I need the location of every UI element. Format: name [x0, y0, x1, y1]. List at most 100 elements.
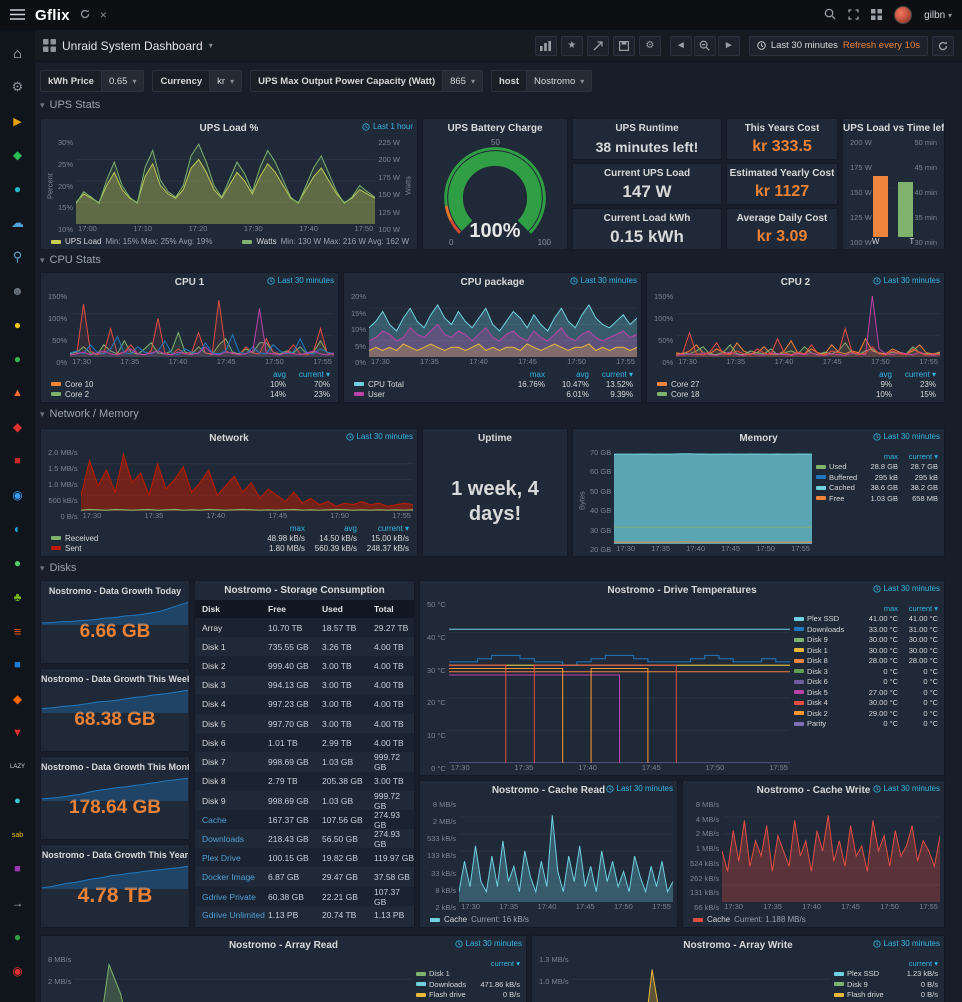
disk-name[interactable]: Disk 1: [202, 641, 226, 652]
panel-title[interactable]: Nostromo - Array Read: [228, 940, 339, 951]
legend-col[interactable]: current ▾: [908, 451, 938, 461]
legend-col[interactable]: current ▾: [377, 523, 409, 533]
time-range-link[interactable]: Last 30 minutes: [569, 276, 637, 285]
disk-name[interactable]: Array: [202, 622, 223, 633]
sidebar-service-icon[interactable]: ●: [0, 308, 35, 342]
disk-name[interactable]: Disk 7: [202, 757, 226, 768]
sidebar-service-icon[interactable]: ◉: [0, 478, 35, 512]
refresh-button[interactable]: [932, 35, 954, 56]
legend-col[interactable]: current ▾: [908, 603, 938, 613]
legend-series[interactable]: Disk 6: [794, 677, 858, 686]
variable-value[interactable]: kr ▾: [209, 70, 243, 92]
variable-dropdown[interactable]: UPS Max Output Power Capacity (Watt) 865…: [250, 70, 483, 92]
legend-series[interactable]: Buffered: [816, 473, 858, 482]
legend-series[interactable]: Disk 4: [794, 698, 858, 707]
disk-name[interactable]: Gdrive Unlimited: [202, 910, 265, 921]
panel-title[interactable]: Nostromo - Data Growth This Week: [41, 673, 189, 684]
legend-col[interactable]: avg: [576, 369, 589, 379]
legend-col[interactable]: current ▾: [298, 369, 330, 379]
tab-close-icon[interactable]: ×: [99, 8, 107, 22]
panel-title[interactable]: UPS Runtime: [615, 123, 679, 134]
app-title[interactable]: Gflix: [35, 6, 70, 24]
disk-name[interactable]: Disk 6: [202, 737, 226, 748]
legend-series[interactable]: Sent: [51, 544, 253, 553]
time-range-link[interactable]: Last 30 minutes: [872, 939, 940, 948]
legend-item[interactable]: Cache Current: 16 kB/s: [430, 915, 529, 924]
sidebar-service-icon[interactable]: ◆: [0, 682, 35, 716]
variable-value[interactable]: 865 ▾: [442, 70, 483, 92]
sidebar-service-icon[interactable]: ⚲: [0, 240, 35, 274]
row-header-network-memory[interactable]: ▾ Network / Memory: [40, 408, 139, 420]
panel-title[interactable]: This Years Cost: [744, 123, 820, 134]
chart-cache-write[interactable]: [721, 800, 941, 902]
legend-col[interactable]: current ▾: [490, 958, 520, 968]
panel-title[interactable]: CPU 2: [780, 277, 811, 288]
legend-series[interactable]: Flash drive: [416, 990, 472, 999]
sidebar-service-icon[interactable]: ●: [0, 342, 35, 376]
legend-col[interactable]: avg: [879, 369, 892, 379]
variable-dropdown[interactable]: host Nostromo ▾: [490, 70, 593, 92]
legend-series[interactable]: Core 2: [51, 390, 242, 399]
time-range-link[interactable]: Last 30 minutes: [266, 276, 334, 285]
sidebar-service-icon[interactable]: ♣: [0, 580, 35, 614]
legend-series[interactable]: Plex SSD: [834, 969, 890, 978]
row-header-disks[interactable]: ▾ Disks: [40, 562, 77, 574]
legend-series[interactable]: Downloads: [416, 980, 472, 989]
disk-name[interactable]: Docker Image: [202, 872, 255, 883]
legend-series[interactable]: Flash drive: [834, 990, 890, 999]
sidebar-service-icon[interactable]: sab: [0, 818, 35, 852]
legend-col[interactable]: max: [289, 523, 305, 533]
disk-name[interactable]: Disk 3: [202, 680, 226, 691]
time-range-link[interactable]: Last 30 minutes: [872, 276, 940, 285]
chart-cpu-2[interactable]: [676, 292, 941, 357]
legend-series[interactable]: CPU Total: [354, 380, 501, 389]
time-range-link[interactable]: Last 30 minutes: [872, 784, 940, 793]
chart-network[interactable]: [80, 448, 413, 511]
legend-series[interactable]: Disk 1: [416, 969, 472, 978]
disk-name[interactable]: Disk 9: [202, 795, 226, 806]
chart-cache-read[interactable]: [458, 800, 674, 902]
legend-series[interactable]: Disk 8: [794, 656, 858, 665]
legend-series[interactable]: Downloads: [794, 625, 858, 634]
panel-title[interactable]: Nostromo - Cache Read: [491, 785, 606, 796]
legend-series[interactable]: Core 18: [657, 390, 848, 399]
panel-title[interactable]: Average Daily Cost: [736, 213, 828, 224]
sidebar-service-icon[interactable]: ☁: [0, 206, 35, 240]
disk-name[interactable]: Disk 8: [202, 776, 226, 787]
panel-title[interactable]: UPS Battery Charge: [447, 123, 543, 134]
sidebar-service-icon[interactable]: ◐: [0, 512, 35, 546]
sidebar-service-icon[interactable]: LAZY: [0, 750, 35, 784]
dashboard-title[interactable]: Unraid System Dashboard ▾: [43, 39, 213, 53]
variable-value[interactable]: Nostromo ▾: [526, 70, 593, 92]
table-column-header[interactable]: Disk: [202, 604, 220, 614]
panel-title[interactable]: CPU 1: [174, 277, 205, 288]
chart-cpu-1[interactable]: [70, 292, 335, 357]
sidebar-service-icon[interactable]: ■: [0, 648, 35, 682]
time-range-link[interactable]: Last 1 hour: [362, 122, 413, 131]
panel-title[interactable]: Nostromo - Storage Consumption: [224, 585, 385, 596]
legend-series[interactable]: Disk 5: [794, 688, 858, 697]
panel-title[interactable]: Nostromo - Data Growth Today: [48, 585, 182, 596]
sidebar-service-icon[interactable]: ●: [0, 920, 35, 954]
legend-col[interactable]: current ▾: [601, 369, 633, 379]
legend-series[interactable]: Disk 9: [834, 980, 890, 989]
add-panel-button[interactable]: [534, 35, 557, 56]
apps-grid-icon[interactable]: [871, 8, 883, 22]
sidebar-service-icon[interactable]: ☻: [0, 274, 35, 308]
chart-array-read[interactable]: [74, 955, 413, 1002]
legend-item[interactable]: Watts Min: 130 W Max: 216 W Avg: 162 W: [242, 237, 409, 246]
username[interactable]: gilbn ▾: [924, 9, 952, 21]
chart-drive-temperatures[interactable]: [448, 600, 790, 764]
avatar[interactable]: [894, 6, 913, 24]
panel-title[interactable]: Memory: [739, 433, 778, 444]
legend-series[interactable]: Used: [816, 462, 858, 471]
legend-item[interactable]: Cache Current: 1.188 MB/s: [693, 915, 806, 924]
disk-name[interactable]: Downloads: [202, 834, 245, 845]
settings-button[interactable]: ⚙: [638, 35, 661, 56]
sidebar-service-icon[interactable]: →: [0, 886, 35, 920]
sidebar-service-icon[interactable]: ⚙: [0, 70, 35, 104]
sidebar-service-icon[interactable]: ▶: [0, 104, 35, 138]
variable-value[interactable]: 0.65 ▾: [100, 70, 145, 92]
panel-title[interactable]: Current UPS Load: [603, 168, 691, 179]
legend-col[interactable]: max: [883, 451, 898, 461]
